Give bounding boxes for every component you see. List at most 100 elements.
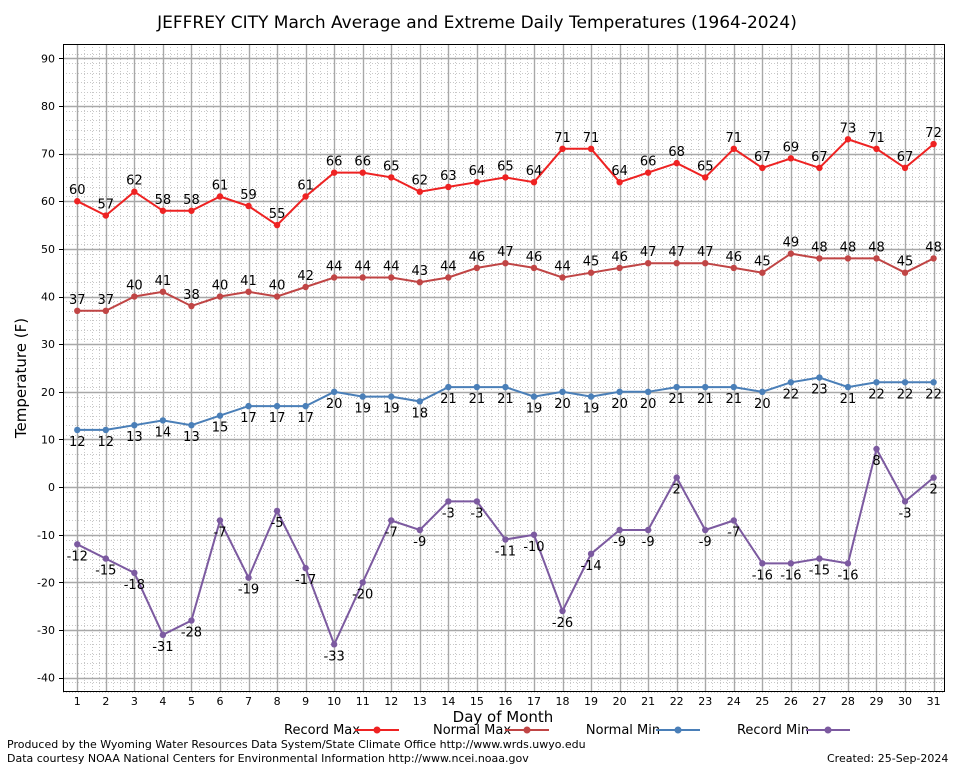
y-tick-label: 20 bbox=[41, 386, 55, 399]
data-label: -7 bbox=[727, 525, 740, 540]
data-point bbox=[216, 412, 224, 419]
data-label: 61 bbox=[297, 178, 314, 193]
data-label: 48 bbox=[868, 240, 885, 255]
data-label: 40 bbox=[126, 279, 143, 294]
data-label: 21 bbox=[726, 392, 743, 407]
data-label: 21 bbox=[697, 392, 714, 407]
data-point bbox=[730, 517, 737, 524]
data-label: 20 bbox=[554, 397, 571, 412]
x-tick-label: 1 bbox=[74, 695, 81, 708]
data-point bbox=[616, 388, 623, 396]
data-point bbox=[159, 288, 167, 295]
data-label: 8 bbox=[872, 454, 880, 469]
data-point bbox=[587, 145, 595, 153]
data-point bbox=[359, 579, 366, 586]
produced-by-credit: Produced by the Wyoming Water Resources … bbox=[7, 738, 586, 751]
legend-label: Record Min bbox=[737, 723, 809, 738]
data-point bbox=[873, 145, 880, 153]
data-point bbox=[816, 164, 823, 172]
data-label: 71 bbox=[554, 131, 571, 146]
data-label: -10 bbox=[523, 540, 544, 555]
data-point bbox=[702, 383, 709, 391]
data-point bbox=[473, 178, 481, 186]
x-tick-label: 22 bbox=[670, 695, 684, 708]
data-point bbox=[673, 383, 680, 391]
x-tick-label: 17 bbox=[527, 695, 541, 708]
data-point bbox=[302, 193, 309, 200]
plot-frame bbox=[63, 44, 945, 692]
y-axis-label: Temperature (F) bbox=[12, 318, 30, 439]
x-tick-label: 5 bbox=[188, 695, 195, 708]
y-tick-label: 30 bbox=[41, 338, 55, 351]
data-point bbox=[616, 526, 623, 534]
data-label: 71 bbox=[726, 131, 743, 146]
data-point bbox=[188, 207, 195, 214]
data-point bbox=[787, 250, 795, 257]
data-label: -16 bbox=[837, 568, 858, 583]
data-label: 64 bbox=[526, 164, 543, 179]
data-label: 44 bbox=[383, 259, 400, 274]
data-point bbox=[445, 274, 452, 281]
data-label: 37 bbox=[69, 293, 86, 308]
x-axis-label: Day of Month bbox=[453, 708, 554, 726]
data-point bbox=[673, 474, 680, 481]
data-label: 20 bbox=[754, 397, 771, 412]
data-label: 12 bbox=[98, 435, 115, 450]
y-tick-label: 50 bbox=[41, 243, 55, 256]
legend-marker bbox=[523, 726, 531, 734]
data-label: -26 bbox=[552, 616, 573, 631]
data-point bbox=[330, 388, 338, 396]
data-point bbox=[587, 393, 595, 400]
data-label: 71 bbox=[583, 131, 600, 146]
data-point bbox=[502, 259, 509, 267]
data-point bbox=[644, 388, 652, 396]
legend-label: Normal Min bbox=[586, 723, 660, 738]
data-point bbox=[616, 264, 623, 272]
x-tick-label: 9 bbox=[302, 695, 309, 708]
data-point bbox=[759, 560, 766, 567]
data-label: 45 bbox=[754, 255, 771, 270]
data-label: 47 bbox=[697, 245, 714, 260]
data-label: 20 bbox=[640, 397, 657, 412]
data-point bbox=[416, 279, 423, 286]
legend-swatch bbox=[656, 726, 700, 734]
data-label: 48 bbox=[840, 240, 857, 255]
data-label: 12 bbox=[69, 435, 86, 450]
data-label: -12 bbox=[67, 549, 88, 564]
data-point bbox=[302, 564, 309, 572]
data-label: 44 bbox=[440, 259, 457, 274]
data-label: 40 bbox=[212, 279, 229, 294]
data-point bbox=[159, 631, 167, 639]
data-point bbox=[816, 374, 823, 381]
data-point bbox=[930, 474, 937, 481]
data-label: 65 bbox=[697, 159, 714, 174]
legend-label: Normal Max bbox=[433, 723, 511, 738]
data-point bbox=[502, 383, 509, 391]
data-point bbox=[559, 388, 566, 396]
data-point bbox=[530, 531, 538, 538]
x-tick-label: 3 bbox=[131, 695, 138, 708]
data-point bbox=[530, 393, 538, 400]
data-label: -7 bbox=[385, 525, 398, 540]
data-point bbox=[844, 136, 852, 143]
data-label: 67 bbox=[754, 150, 771, 165]
data-label: 15 bbox=[212, 421, 229, 436]
data-point bbox=[131, 293, 138, 300]
data-label: 22 bbox=[783, 387, 800, 402]
x-tick-label: 13 bbox=[413, 695, 427, 708]
data-label: 61 bbox=[212, 178, 229, 193]
data-label: 45 bbox=[897, 255, 914, 270]
data-label: 68 bbox=[668, 145, 685, 160]
y-tick-label: 60 bbox=[41, 195, 55, 208]
data-label: -15 bbox=[809, 564, 830, 579]
y-tick-label: -20 bbox=[37, 576, 55, 589]
data-label: -5 bbox=[271, 516, 284, 531]
data-label: 41 bbox=[155, 274, 172, 289]
data-label: 59 bbox=[240, 188, 257, 203]
data-point bbox=[245, 402, 252, 410]
legend-marker bbox=[373, 726, 381, 734]
y-tick-label: 10 bbox=[41, 433, 55, 446]
legend-swatch bbox=[355, 726, 399, 734]
data-point bbox=[473, 498, 481, 505]
data-label: 21 bbox=[668, 392, 685, 407]
